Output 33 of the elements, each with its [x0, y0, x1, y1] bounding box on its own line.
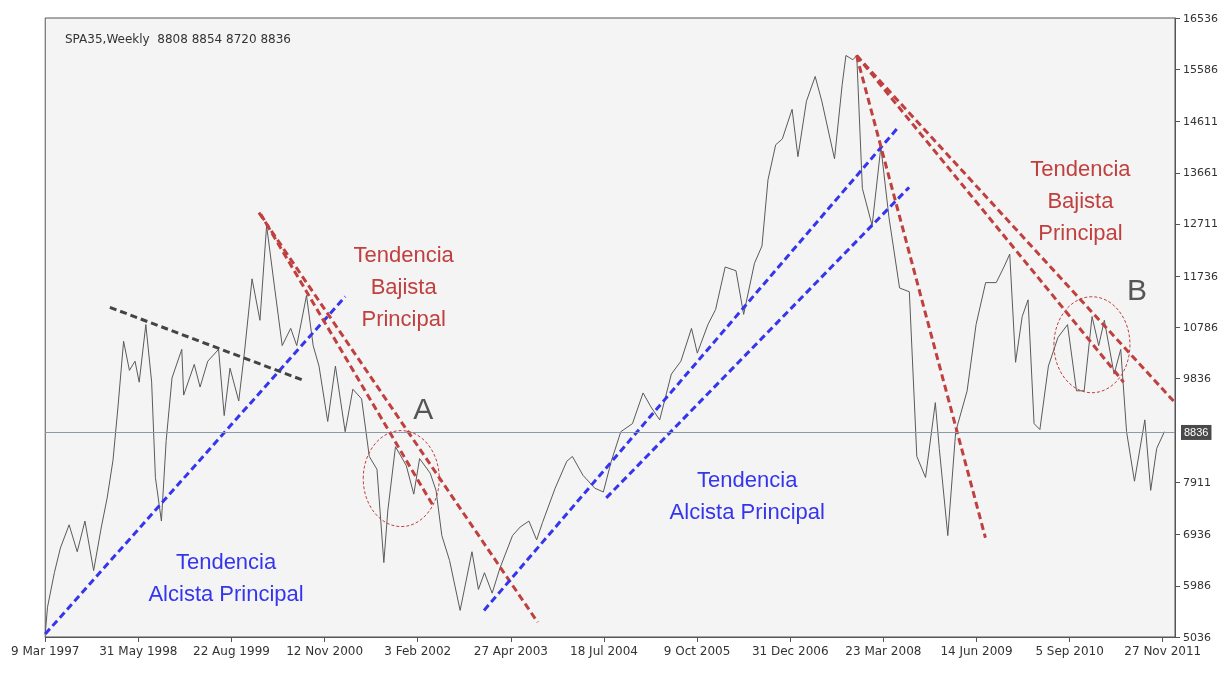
x-tick-label: 14 Jun 2009 [940, 644, 1013, 658]
y-tick-label: 9836 [1183, 372, 1211, 386]
annotation: Tendencia Alcista Principal [148, 549, 304, 607]
y-tick-label: 11736 [1183, 269, 1218, 283]
y-tick-label: 5986 [1183, 579, 1211, 593]
annotation: Tendencia Bajista Principal [1030, 156, 1132, 246]
x-tick-label: 3 Feb 2002 [384, 644, 452, 658]
y-tick-label: 13661 [1183, 166, 1218, 180]
x-tick-label: 9 Mar 1997 [11, 644, 80, 658]
x-tick-label: 27 Apr 2003 [473, 644, 548, 658]
x-tick-label: 22 Aug 1999 [193, 644, 270, 658]
x-tick-label: 18 Jul 2004 [570, 644, 638, 658]
annotation: Tendencia Bajista Principal [353, 242, 455, 332]
x-tick-label: 31 May 1998 [99, 644, 178, 658]
x-tick-label: 9 Oct 2005 [663, 644, 731, 658]
y-tick-label: 15586 [1183, 62, 1218, 76]
y-tick-label: 7911 [1183, 475, 1211, 489]
x-tick-label: 27 Nov 2011 [1124, 644, 1202, 658]
annotation: B [1126, 273, 1147, 307]
y-tick-label: 14611 [1183, 115, 1218, 129]
x-tick-label: 5 Sep 2010 [1035, 644, 1104, 658]
annotation: Tendencia Alcista Principal [669, 466, 825, 524]
x-tick-label: 23 Mar 2008 [845, 644, 922, 658]
annotation: A [413, 392, 434, 426]
y-tick-label: 6936 [1183, 528, 1211, 542]
ref-line-label: 8836 [1184, 426, 1209, 439]
x-tick-label: 31 Dec 2006 [751, 644, 829, 658]
x-tick-label: 12 Nov 2000 [286, 644, 364, 658]
y-tick-label: 12711 [1183, 217, 1218, 231]
text: SPA35,Weekly 8808 8854 8720 8836 [65, 32, 291, 46]
y-tick-label: 10786 [1183, 321, 1218, 334]
y-tick-label: 16536 [1183, 11, 1218, 25]
y-tick-label: 5036 [1183, 630, 1211, 644]
